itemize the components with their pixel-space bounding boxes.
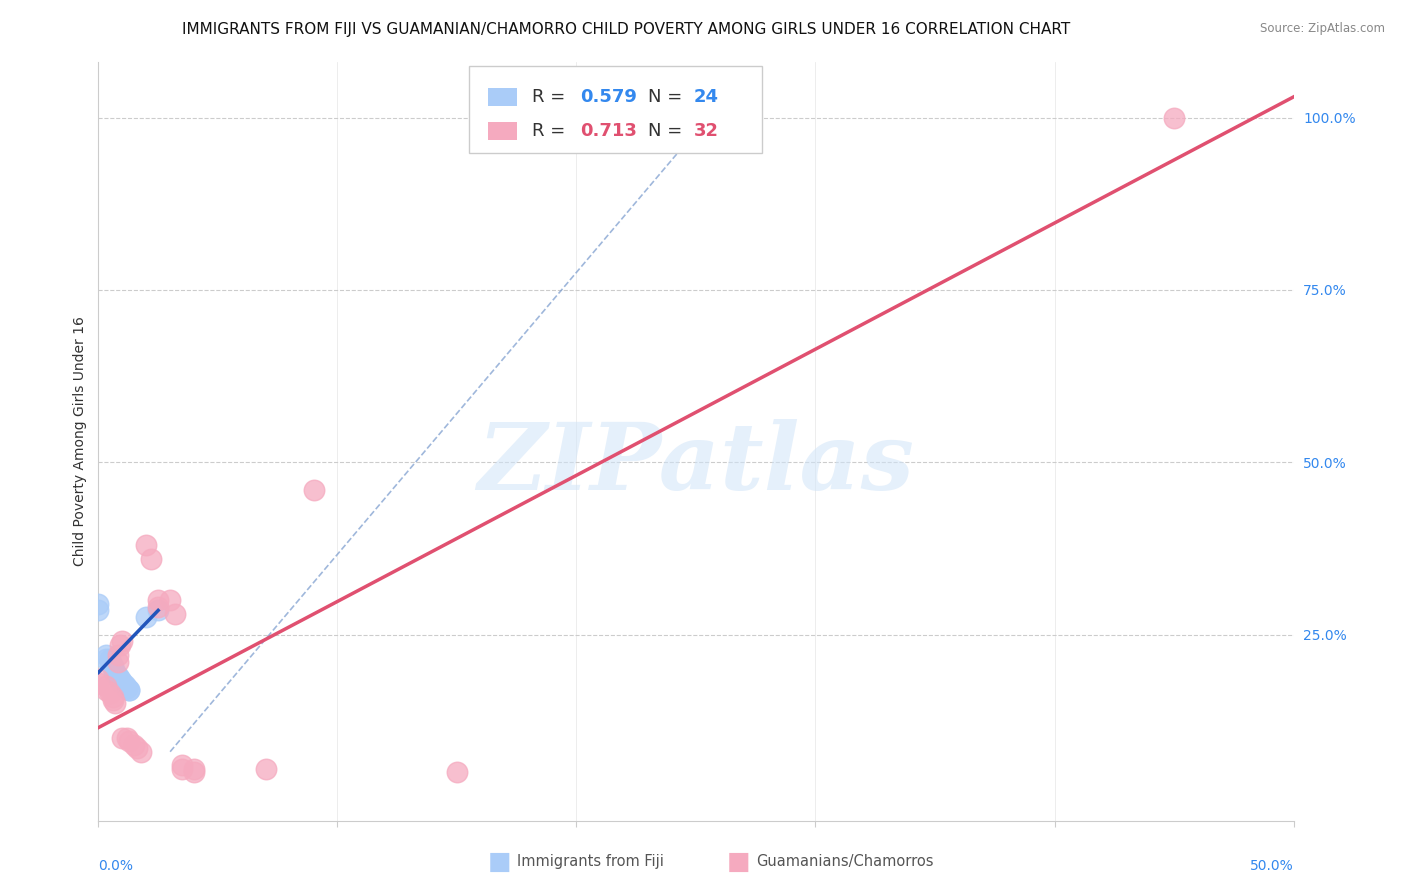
Point [98, 686, 122, 700]
Text: IMMIGRANTS FROM FIJI VS GUAMANIAN/CHAMORRO CHILD POVERTY AMONG GIRLS UNDER 16 CO: IMMIGRANTS FROM FIJI VS GUAMANIAN/CHAMOR… [181, 22, 1070, 37]
Point [104, 697, 127, 711]
Point [148, 599, 170, 614]
Point [446, 765, 468, 780]
Point [107, 670, 129, 684]
Point [163, 607, 186, 621]
Point [104, 666, 127, 681]
Text: 50.0%: 50.0% [1250, 858, 1294, 872]
Point [183, 762, 205, 776]
Point [135, 538, 157, 552]
Point [254, 762, 277, 776]
Point [101, 693, 124, 707]
Point [139, 551, 162, 566]
Point [107, 669, 129, 683]
FancyBboxPatch shape [488, 121, 517, 140]
Point [148, 593, 170, 607]
Point [111, 634, 134, 648]
Point [159, 593, 181, 607]
Point [1163, 111, 1185, 125]
Point [94, 682, 117, 697]
Point [118, 682, 141, 697]
Text: R =: R = [533, 121, 571, 140]
Point [302, 483, 325, 497]
Text: 0.713: 0.713 [581, 121, 637, 140]
Point [118, 734, 141, 748]
Point [87, 673, 110, 687]
Point [172, 758, 194, 772]
Point [108, 673, 131, 688]
Point [111, 731, 134, 745]
Point [87, 675, 110, 690]
Point [108, 673, 131, 687]
Point [172, 762, 194, 776]
Point [114, 679, 136, 693]
Point [135, 610, 157, 624]
Text: N =: N = [648, 88, 688, 106]
Point [101, 662, 124, 676]
Text: ZIPatlas: ZIPatlas [478, 419, 914, 509]
Y-axis label: Child Poverty Among Girls Under 16: Child Poverty Among Girls Under 16 [73, 317, 87, 566]
Text: 0.0%: 0.0% [98, 858, 134, 872]
Point [101, 658, 124, 673]
Point [115, 681, 138, 696]
Point [111, 675, 134, 690]
Text: ■: ■ [488, 850, 510, 873]
Point [94, 648, 117, 663]
Point [111, 676, 134, 690]
Text: Immigrants from Fiji: Immigrants from Fiji [517, 855, 664, 869]
Point [87, 597, 110, 611]
Point [148, 603, 170, 617]
Text: ■: ■ [727, 850, 749, 873]
Text: R =: R = [533, 88, 571, 106]
Point [107, 655, 129, 669]
Point [131, 745, 153, 759]
FancyBboxPatch shape [470, 66, 762, 153]
Point [115, 731, 138, 745]
Point [118, 683, 141, 698]
Point [94, 651, 117, 665]
Point [114, 678, 136, 692]
Point [115, 681, 138, 695]
Point [87, 603, 110, 617]
Point [108, 638, 131, 652]
Point [124, 738, 146, 752]
Point [183, 765, 205, 780]
Point [98, 651, 122, 665]
Text: 0.579: 0.579 [581, 88, 637, 106]
FancyBboxPatch shape [488, 88, 517, 106]
Text: Source: ZipAtlas.com: Source: ZipAtlas.com [1260, 22, 1385, 36]
Text: 24: 24 [693, 88, 718, 106]
Point [94, 679, 117, 693]
Text: 32: 32 [693, 121, 718, 140]
Point [98, 655, 122, 669]
Point [107, 648, 129, 663]
Text: Guamanians/Chamorros: Guamanians/Chamorros [756, 855, 934, 869]
Point [125, 741, 148, 756]
Text: N =: N = [648, 121, 688, 140]
Point [101, 690, 124, 704]
Point [104, 665, 127, 680]
